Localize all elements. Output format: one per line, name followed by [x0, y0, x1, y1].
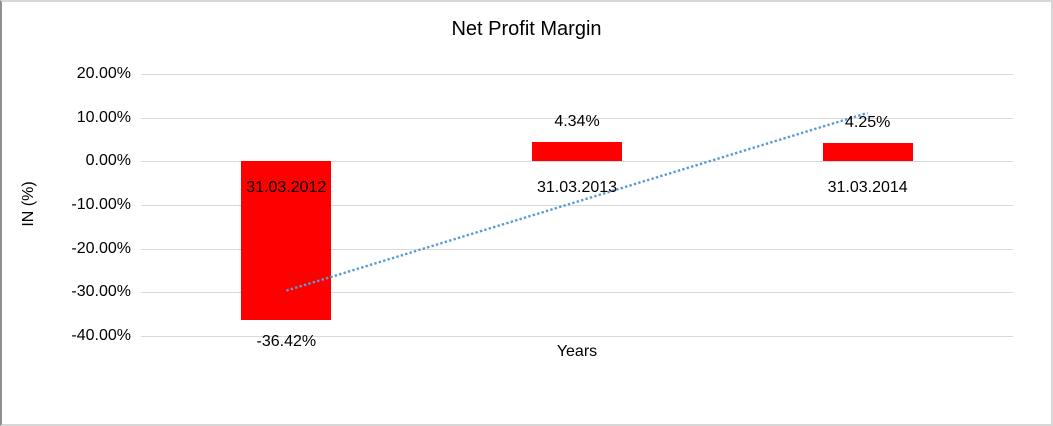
y-tick-label: 10.00%	[76, 108, 131, 126]
category-label: 31.03.2013	[536, 179, 618, 197]
y-tick-label: 0.00%	[85, 152, 131, 170]
gridline	[141, 205, 1013, 206]
gridline	[141, 248, 1013, 250]
bar-31.03.2014	[822, 142, 913, 162]
data-label: 4.34%	[554, 113, 600, 131]
bar-31.03.2012	[241, 161, 332, 321]
chart-title: Net Profit Margin	[451, 18, 602, 40]
gridline	[141, 74, 1013, 75]
category-label: 31.03.2014	[827, 179, 908, 197]
gridline	[141, 336, 1013, 337]
data-label: -36.42%	[256, 333, 317, 351]
y-tick-label: -20.00%	[71, 239, 131, 257]
x-axis-title: Years	[556, 343, 598, 360]
trendline	[285, 111, 869, 292]
y-tick-label: -40.00%	[71, 327, 131, 344]
gridline	[141, 161, 1013, 163]
gridline	[141, 292, 1013, 294]
plot-area	[141, 74, 1013, 337]
gridline	[141, 117, 1013, 119]
category-label: 31.03.2012	[246, 179, 327, 197]
data-label: 4.25%	[844, 113, 891, 131]
bar-31.03.2013	[532, 142, 622, 162]
y-tick-label: -30.00%	[71, 283, 131, 301]
y-tick-label: -10.00%	[71, 196, 131, 213]
y-tick-label: 20.00%	[76, 65, 131, 82]
